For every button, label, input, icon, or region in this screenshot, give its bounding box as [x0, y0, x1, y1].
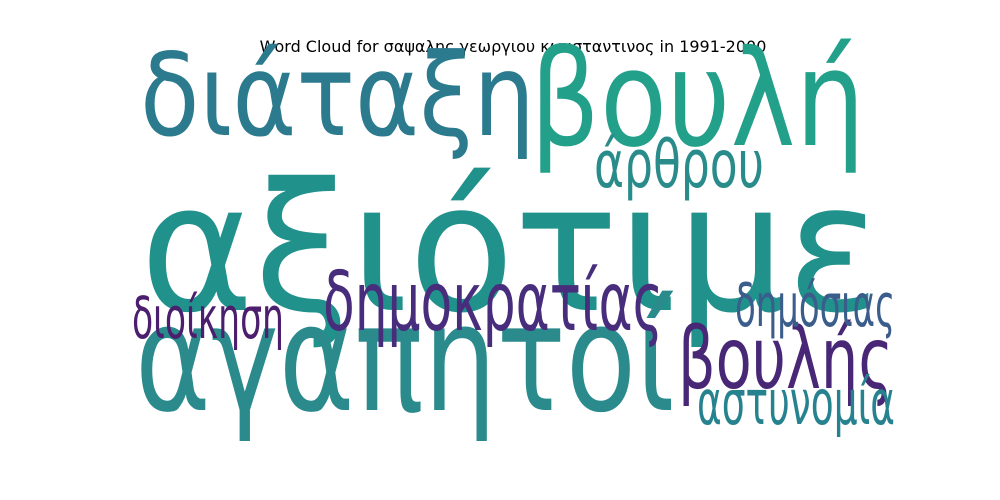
word-diataxi: διάταξη [140, 29, 535, 162]
word-arthrou: άρθρου [594, 126, 764, 203]
word-dimokratias: δημοκρατίας [323, 255, 663, 350]
chart-title: Word Cloud for σαψαλης γεωργιου κωνσταντ… [260, 37, 767, 56]
word-axiotime: αξιότιμε [140, 145, 880, 352]
word-astynomia: αστυνομία [697, 366, 895, 439]
word-dimosias: δημόσιας [735, 272, 895, 341]
word-agapitoi: αγαπητοί [135, 273, 675, 446]
word-vouli: βουλή [530, 22, 865, 177]
word-voulis: βουλής [678, 310, 893, 409]
word-dioikisi: διοίκηση [132, 284, 284, 352]
